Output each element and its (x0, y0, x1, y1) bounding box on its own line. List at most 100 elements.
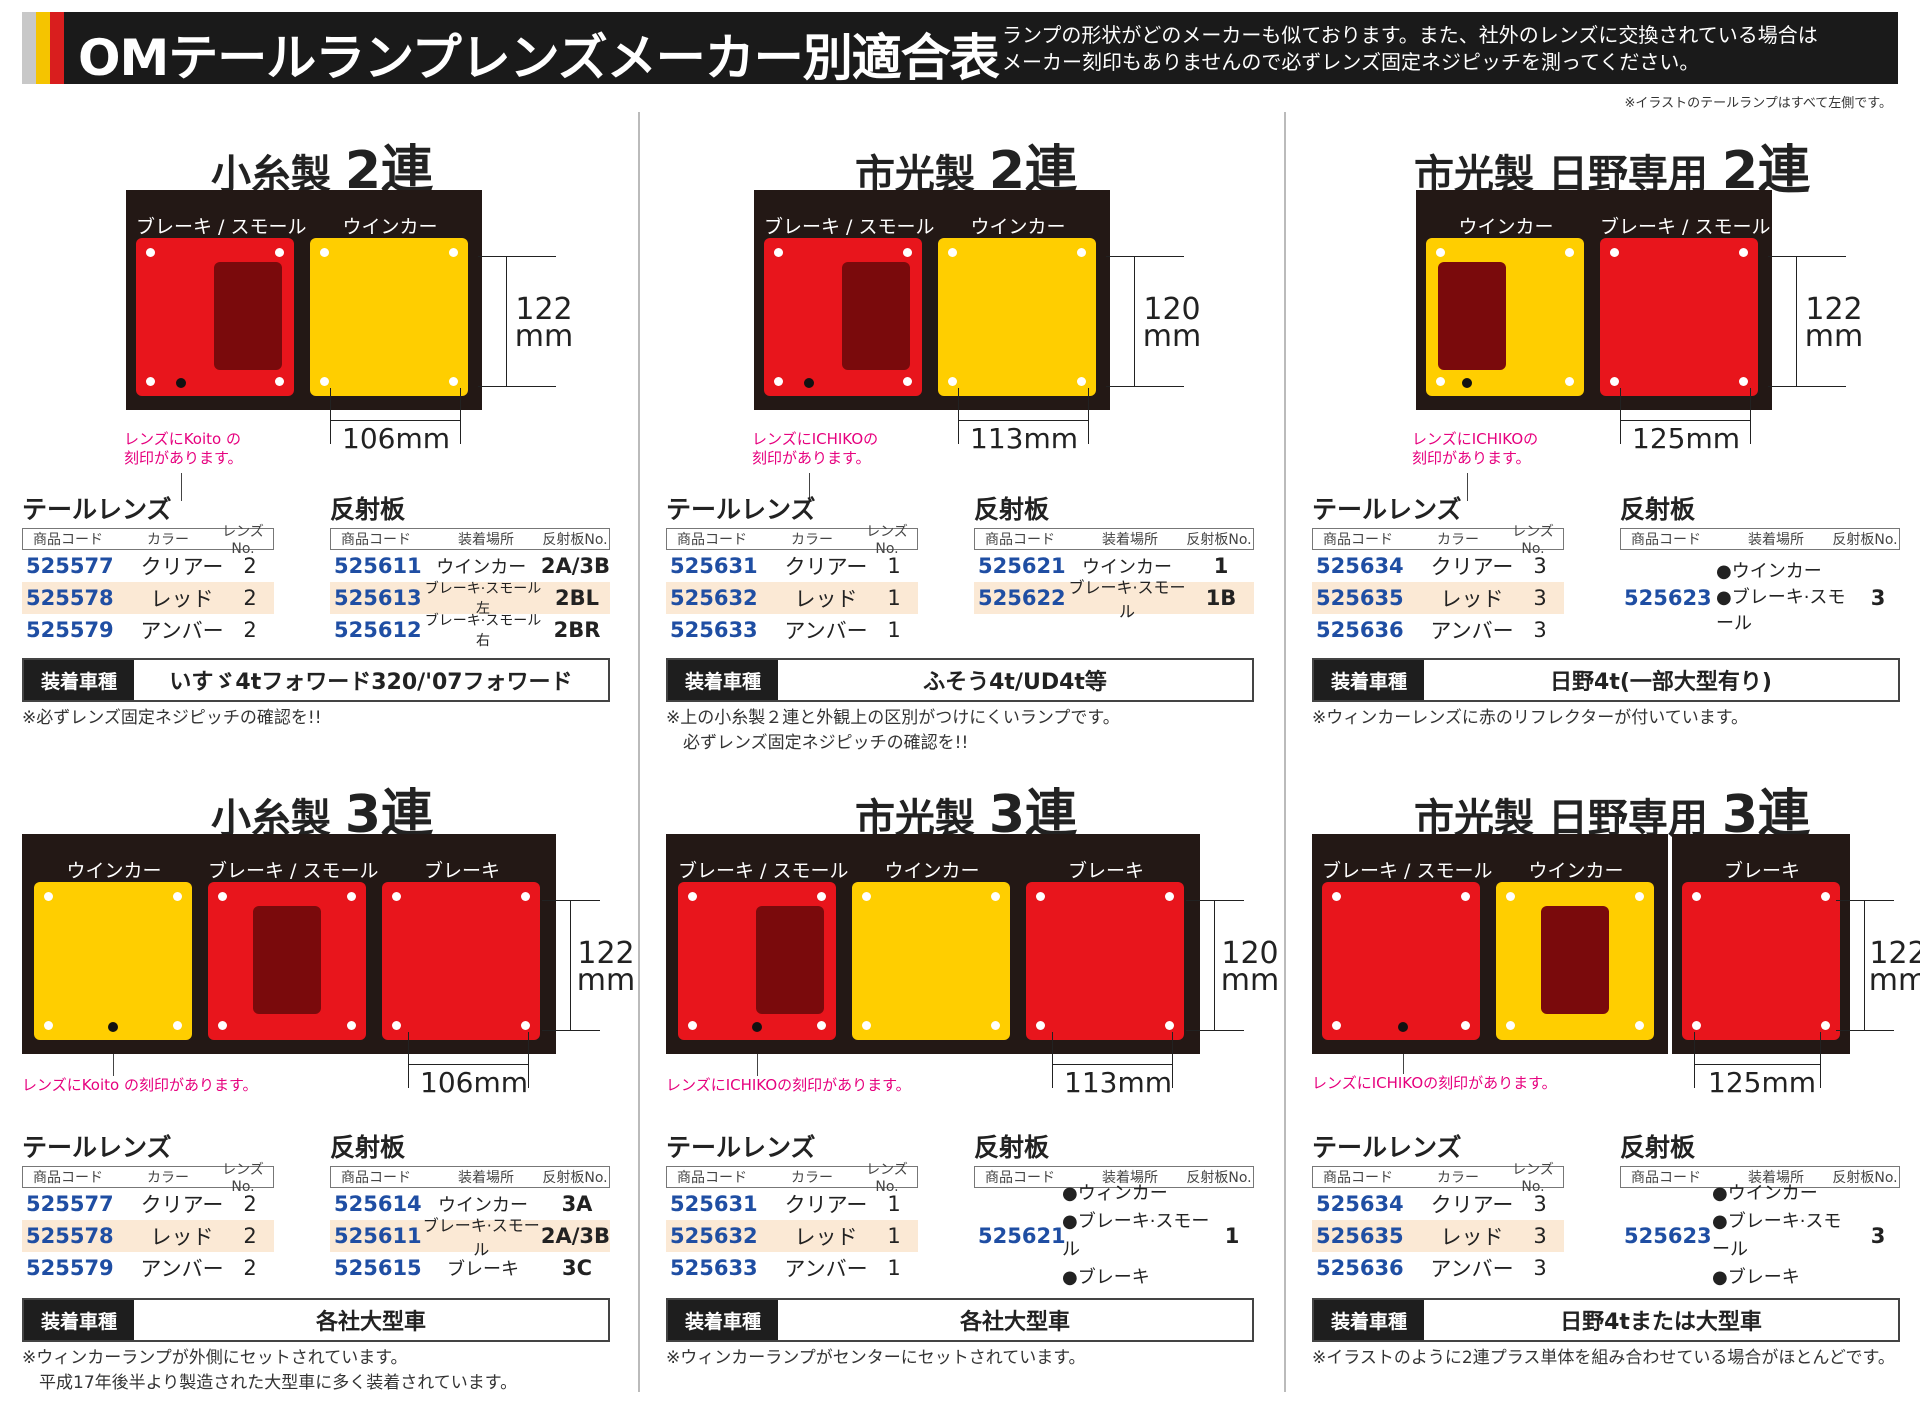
stripe-gray (22, 12, 36, 84)
vehicle-model: ふそう4t/UD4t等 (923, 670, 1107, 695)
lens-table: テールレンズ 商品コード カラー レンズNo. 525577 クリアー 2 525578… (22, 1128, 274, 1284)
width-label: 106mm (342, 422, 450, 455)
height-dimension (570, 900, 571, 1030)
vehicle-model: 日野4tまたは大型車 (1560, 1310, 1762, 1335)
table-row: 525633 アンバー 1 (670, 618, 901, 643)
height-dimension (1134, 256, 1135, 386)
section-footnote: ※イラストのように2連プラス単体を組み合わせている場合がほとんどです。 (1312, 1348, 1895, 1368)
section-footnote: ※ウィンカーランプが外側にセットされています。 平成17年後半より製造された大型… (22, 1348, 518, 1393)
lamp-winker (1496, 882, 1654, 1040)
width-dimension (1694, 1064, 1820, 1065)
vehicle-fit-box: 装着車種 各社大型車 (22, 1298, 610, 1342)
lamp-panel: ブレーキ / スモール ウインカー (126, 190, 482, 410)
table-row: 525631 クリアー 1 (670, 554, 901, 579)
table-row: 525636 アンバー 3 (1316, 618, 1547, 643)
illustration-note: ※イラストのテールランプはすべて左側です。 (1624, 96, 1892, 111)
vehicle-fit-box: 装着車種 ふそう4t/UD4t等 (666, 658, 1254, 702)
height-label: 122 mm (1868, 936, 1920, 998)
maker-mark (1398, 1022, 1408, 1032)
lamp-panel-single: ブレーキ (1672, 834, 1850, 1054)
reflector (214, 262, 282, 370)
table-header: 商品コード カラー レンズNo. (1312, 1162, 1564, 1195)
maker-mark (176, 378, 186, 388)
height-label: 122 mm (1804, 292, 1864, 354)
lamp-brake-small (1322, 882, 1480, 1040)
lamp-brake (382, 882, 540, 1040)
height-dimension (1864, 900, 1865, 1030)
table-header: 商品コード カラー レンズNo. (22, 524, 274, 557)
reflector-table: 反射板 商品コード 装着場所 反射板No. 525621 ●ウィンカー ●ブレーキ·ス… (974, 1128, 1254, 1288)
lamp-label: ウインカー (884, 860, 980, 882)
table-row: 525631 クリアー 1 (670, 1192, 901, 1217)
section-koito-2: 小糸製 2連 ブレーキ / スモール ウインカー レンズにKoito の刻印があ… (22, 128, 622, 758)
width-label: 113mm (1064, 1066, 1172, 1099)
table-row: 525635 レッド 3 (1312, 1220, 1564, 1252)
height-label: 122 mm (576, 936, 636, 998)
lamp-winker (852, 882, 1010, 1040)
reflector-table: 反射板 商品コード 装着場所 反射板No. 525623 ●ウインカー ●ブレーキ·ス… (1620, 490, 1900, 646)
maker-mark (1462, 378, 1472, 388)
height-dimension (1214, 900, 1215, 1030)
reflector-table: 反射板 商品コード 装着場所 反射板No. 525611 ウインカー 2A/3B 525… (330, 495, 610, 649)
width-label: 113mm (970, 422, 1078, 455)
vehicle-fit-box: 装着車種 日野4t(一部大型有り) (1312, 658, 1900, 702)
table-row: 525632 レッド 1 (666, 1220, 918, 1252)
table-header: 商品コード カラー レンズNo. (666, 524, 918, 557)
width-dimension (1620, 420, 1750, 421)
lamp-panel: ウインカー ブレーキ / スモール (1416, 190, 1772, 410)
section-footnote: ※必ずレンズ固定ネジピッチの確認を!! (22, 708, 322, 728)
width-label: 125mm (1708, 1066, 1816, 1099)
table-row: 525632 レッド 1 (666, 582, 918, 614)
column-divider (1284, 112, 1286, 1392)
height-dimension (506, 256, 507, 386)
maker-mark-note: レンズにKoito の刻印があります。 (124, 430, 243, 467)
section-footnote: ※ウィンカーレンズに赤のリフレクターが付いています。 (1312, 708, 1749, 728)
maker-mark-note: レンズにICHIKOの刻印があります。 (1312, 1074, 1557, 1092)
table-row: 525634 クリアー 3 (1316, 1192, 1547, 1217)
maker-mark-note: レンズにICHIKOの刻印があります。 (1412, 430, 1539, 467)
table-row: 525611 ブレーキ·スモール 2A/3B (330, 1216, 610, 1259)
table-header: 商品コード 装着場所 反射板No. (330, 528, 610, 550)
maker-mark-note: レンズにKoito の刻印があります。 (22, 1076, 258, 1094)
table-row: 525622 ブレーキ·スモール 1B (974, 578, 1254, 621)
table-row: 525577 クリアー 2 (26, 1192, 257, 1217)
maker-mark (108, 1022, 118, 1032)
table-header: 商品コード 装着場所 反射板No. (1620, 528, 1900, 550)
lamp-brake (1682, 882, 1840, 1040)
width-dimension (330, 420, 460, 421)
height-label: 120 mm (1220, 936, 1280, 998)
header-bar: OMテールランプレンズメーカー別適合表 ランプの形状がどのメーカーも似ております… (22, 12, 1898, 87)
lens-table: テールレンズ 商品コード カラー レンズNo. 525634 クリアー 3 525635… (1312, 490, 1564, 646)
reflector (756, 906, 824, 1014)
maker-mark-note: レンズにICHIKOの刻印があります。 (752, 430, 879, 467)
reflector (1541, 906, 1609, 1014)
lamp-winker (938, 238, 1096, 396)
lamp-label: ブレーキ (1723, 860, 1800, 882)
table-header: 商品コード カラー レンズNo. (22, 1162, 274, 1195)
lamp-label: ブレーキ (423, 860, 500, 882)
width-dimension (408, 1064, 528, 1065)
width-dimension (958, 420, 1088, 421)
lens-table: テールレンズ 商品コード カラー レンズNo. 525634 クリアー 3 525635… (1312, 1128, 1564, 1284)
lamp-panel: ブレーキ / スモール ウインカー (754, 190, 1110, 410)
table-row: 525623 ●ウインカー ●ブレーキ·スモール ●ブレーキ 3 (1624, 1183, 1886, 1288)
lamp-panel-double: ブレーキ / スモール ウインカー (1312, 834, 1668, 1054)
vehicle-fit-box: 装着車種 各社大型車 (666, 1298, 1254, 1342)
lamp-brake-small (208, 882, 366, 1040)
lamp-label: ブレーキ / スモール (678, 860, 849, 882)
table-header: 商品コード カラー レンズNo. (666, 1162, 918, 1195)
width-dimension (1052, 1064, 1172, 1065)
reflector (1438, 262, 1506, 370)
width-label: 106mm (420, 1066, 528, 1099)
vehicle-model: いすゞ4tフォワード320/'07フォワード (169, 670, 573, 695)
table-row: 525633 アンバー 1 (670, 1256, 901, 1281)
lamp-label: ウインカー (970, 216, 1066, 238)
lamp-label: ブレーキ / スモール (1322, 860, 1493, 882)
vehicle-model: 日野4t(一部大型有り) (1550, 670, 1772, 695)
table-row: 525621 ウインカー 1 (978, 554, 1229, 578)
reflector (842, 262, 910, 370)
reflector-table: 反射板 商品コード 装着場所 反射板No. 525623 ●ウインカー ●ブレーキ·ス… (1620, 1128, 1900, 1288)
vehicle-fit-box: 装着車種 いすゞ4tフォワード320/'07フォワード (22, 658, 610, 702)
lamp-label: ブレーキ / スモール (764, 216, 935, 238)
section-footnote: ※上の小糸製２連と外観上の区別がつけにくいランプです。 必ずレンズ固定ネジピッチ… (666, 708, 1120, 753)
